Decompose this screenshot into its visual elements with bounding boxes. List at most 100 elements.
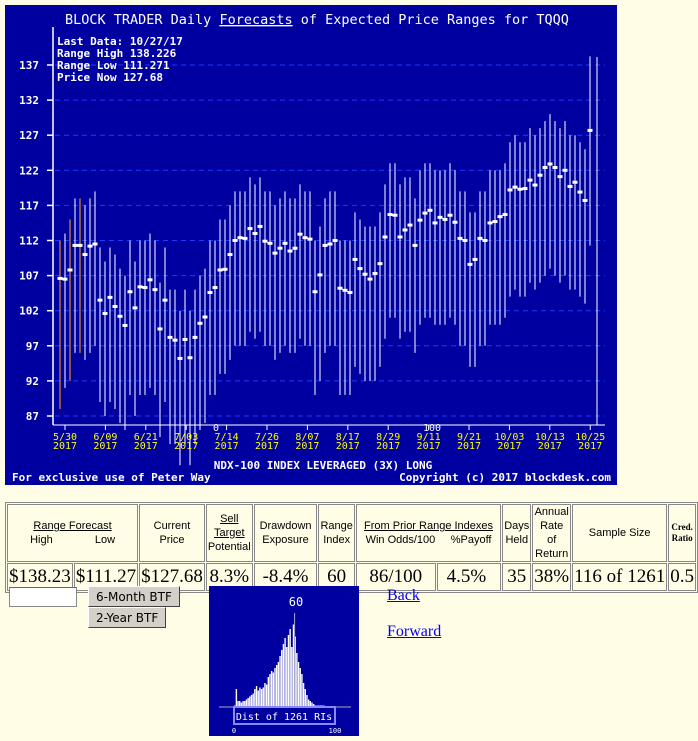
price-marker — [112, 304, 118, 308]
price-marker — [202, 315, 208, 319]
histogram-bar — [287, 635, 290, 707]
two-year-btf-button[interactable]: 2-Year BTF — [88, 607, 167, 628]
histogram-bar — [304, 689, 306, 707]
price-marker — [427, 208, 433, 212]
histogram-bar — [242, 701, 244, 707]
price-marker — [57, 276, 63, 280]
histogram-bar — [264, 683, 266, 707]
price-marker — [77, 243, 83, 247]
histogram-caption-box — [233, 706, 336, 725]
axis-marker-100: 100 — [423, 423, 441, 434]
histogram-bar — [274, 668, 276, 707]
header-current-price: Current Price — [139, 504, 205, 562]
price-marker — [102, 312, 108, 316]
histogram-bar — [262, 687, 264, 707]
symbol-input[interactable] — [9, 587, 77, 607]
header-days-held: Days Held — [502, 504, 532, 562]
price-now: Price Now 127.68 — [57, 71, 163, 84]
price-marker — [137, 285, 143, 289]
chart-subtitle: NDX-100 INDEX LEVERAGED (3X) LONG — [214, 459, 433, 472]
x-tick-label-year: 2017 — [215, 441, 239, 452]
histogram-bar — [270, 671, 273, 707]
value-annual-return: 38% — [532, 563, 572, 591]
price-marker — [467, 262, 473, 266]
back-link[interactable]: Back — [387, 587, 420, 604]
price-marker — [407, 223, 413, 227]
price-marker — [312, 290, 318, 294]
histogram-axis-max: 100 — [329, 727, 342, 735]
value-payoff: 4.5% — [436, 563, 502, 591]
x-tick-label-date: 8/29 — [376, 432, 400, 443]
header-drawdown: Drawdown Exposure — [253, 504, 318, 562]
x-tick-label-year: 2017 — [578, 441, 602, 452]
price-marker — [322, 243, 328, 247]
x-tick-label-date: 5/30 — [53, 432, 77, 443]
y-tick-label: 137 — [19, 59, 39, 72]
x-tick-label-date: 8/17 — [336, 432, 360, 443]
price-marker — [342, 288, 348, 292]
price-marker — [432, 221, 438, 225]
price-marker — [567, 184, 573, 188]
price-marker — [297, 232, 303, 236]
price-marker — [67, 268, 73, 272]
x-tick-label-year: 2017 — [538, 441, 562, 452]
price-marker — [552, 165, 558, 169]
price-marker — [587, 128, 593, 132]
price-marker — [377, 262, 383, 266]
histogram-bar — [250, 695, 253, 707]
price-marker — [147, 278, 153, 282]
forecasts-link[interactable]: Forecasts — [219, 12, 292, 28]
price-marker — [232, 239, 238, 242]
histogram-bar — [301, 674, 303, 707]
histogram-bar — [311, 702, 313, 707]
price-marker — [122, 323, 128, 327]
price-marker — [72, 243, 78, 247]
range-high: Range High 138.226 — [57, 47, 177, 60]
price-marker — [492, 220, 498, 224]
price-marker — [177, 356, 183, 360]
price-marker — [517, 187, 523, 191]
y-tick-label: 87 — [26, 410, 39, 423]
histogram-bar — [286, 647, 288, 707]
price-marker — [352, 257, 358, 261]
x-tick-label-year: 2017 — [255, 441, 279, 452]
y-tick-label: 117 — [19, 199, 39, 212]
price-marker — [167, 335, 173, 339]
value-win-odds: 86/100 — [355, 563, 436, 591]
price-marker — [247, 227, 253, 231]
price-marker — [127, 290, 133, 294]
histogram-bar — [260, 689, 263, 707]
x-tick-label-date: 10/03 — [494, 432, 524, 443]
price-marker — [582, 198, 588, 202]
header-annual-return: Annual Rate of Return — [532, 504, 572, 562]
histogram-bar — [267, 677, 269, 707]
price-marker — [577, 190, 583, 194]
price-marker — [532, 183, 538, 187]
price-marker — [542, 165, 548, 169]
x-tick-label-date: 10/13 — [535, 432, 565, 443]
price-marker — [162, 298, 168, 302]
histogram-bar — [294, 636, 296, 707]
histogram-current-label: 60 — [289, 595, 303, 609]
histogram-bar — [299, 668, 301, 707]
histogram-bar — [235, 689, 238, 707]
six-month-btf-button[interactable]: 6-Month BTF — [88, 586, 180, 607]
price-marker — [392, 213, 398, 217]
histogram-bar — [276, 665, 278, 707]
price-marker — [62, 277, 68, 281]
price-marker — [397, 235, 403, 239]
value-days-held: 35 — [502, 563, 532, 591]
price-marker — [572, 180, 578, 184]
price-marker — [557, 175, 563, 179]
x-tick-label-year: 2017 — [457, 441, 481, 452]
price-marker — [477, 236, 483, 240]
price-marker — [417, 218, 423, 222]
histogram-bar — [247, 698, 249, 707]
price-marker — [242, 236, 248, 240]
histogram-caption: Dist of 1261 RIs — [236, 712, 332, 723]
price-marker — [192, 335, 198, 339]
header-prior-range: From Prior Range Indexes Win Odds/100 %Pay… — [355, 504, 502, 562]
forward-link[interactable]: Forward — [387, 623, 442, 640]
price-marker — [367, 277, 373, 281]
price-marker — [527, 178, 533, 182]
